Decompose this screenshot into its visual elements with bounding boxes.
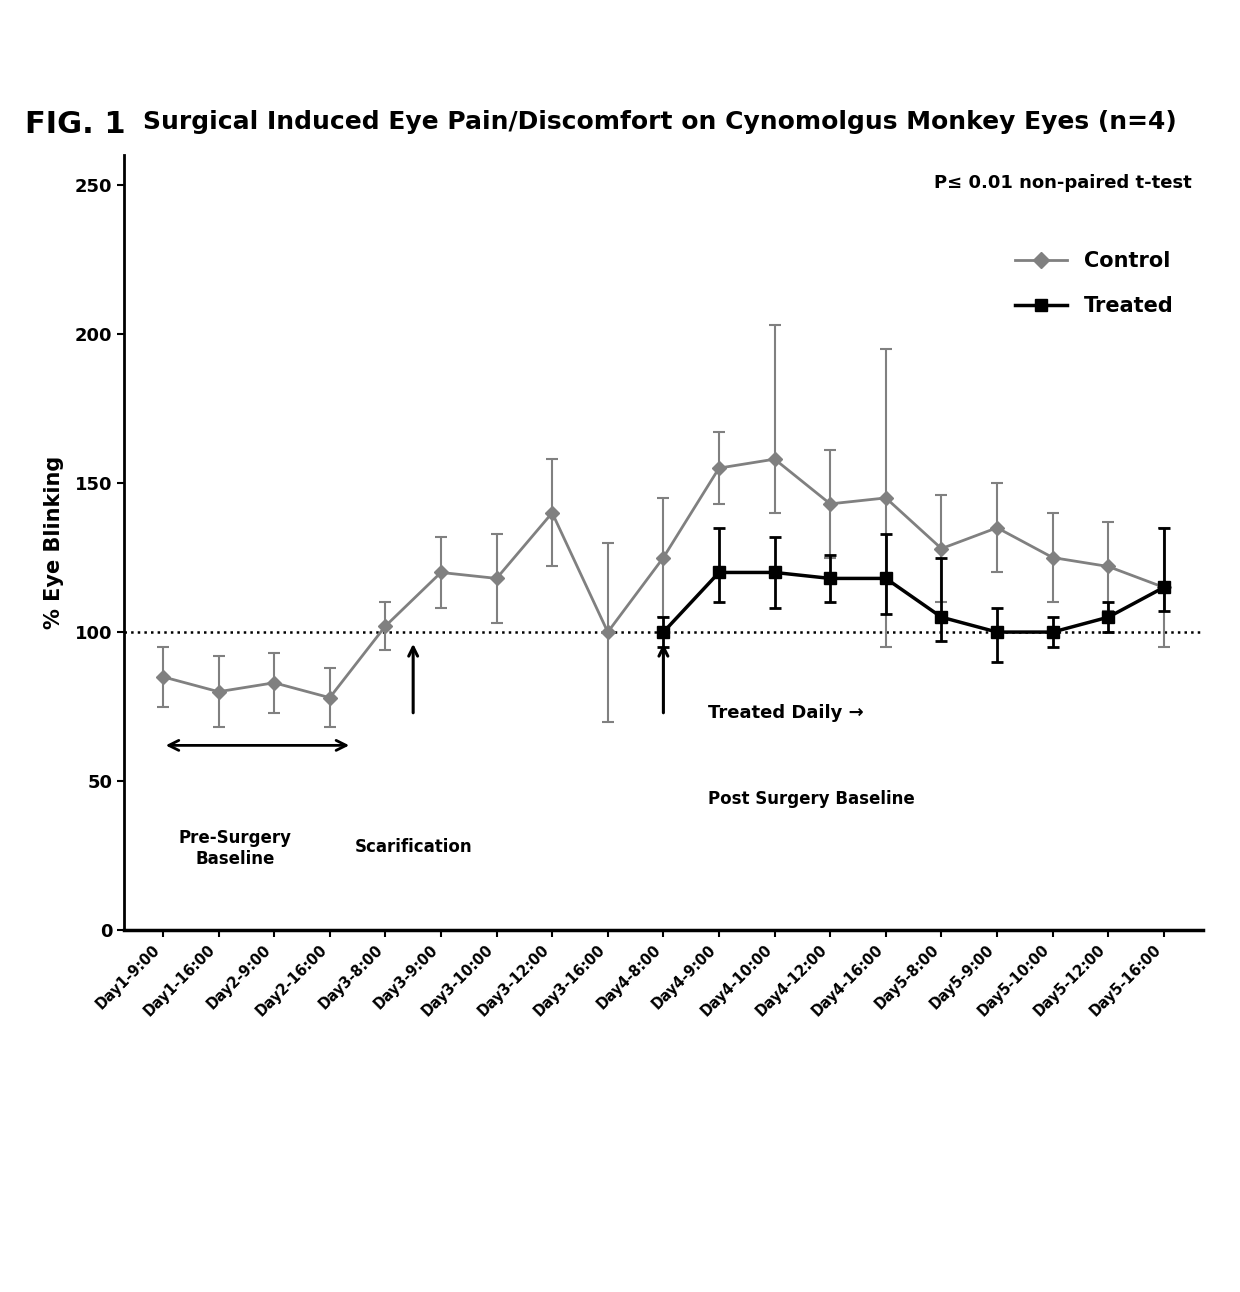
Text: Pre-Surgery
Baseline: Pre-Surgery Baseline xyxy=(179,829,291,868)
Text: Post Surgery Baseline: Post Surgery Baseline xyxy=(708,791,915,808)
Text: Scarification: Scarification xyxy=(355,837,472,855)
Y-axis label: % Eye Blinking: % Eye Blinking xyxy=(43,456,63,629)
Text: FIG. 1: FIG. 1 xyxy=(25,110,125,138)
Text: Treated Daily →: Treated Daily → xyxy=(708,704,863,722)
Text: P≤ 0.01 non-paired t-test: P≤ 0.01 non-paired t-test xyxy=(934,174,1192,193)
Legend: Control, Treated: Control, Treated xyxy=(1007,243,1182,324)
Text: Surgical Induced Eye Pain/Discomfort on Cynomolgus Monkey Eyes (n=4): Surgical Induced Eye Pain/Discomfort on … xyxy=(143,110,1177,134)
